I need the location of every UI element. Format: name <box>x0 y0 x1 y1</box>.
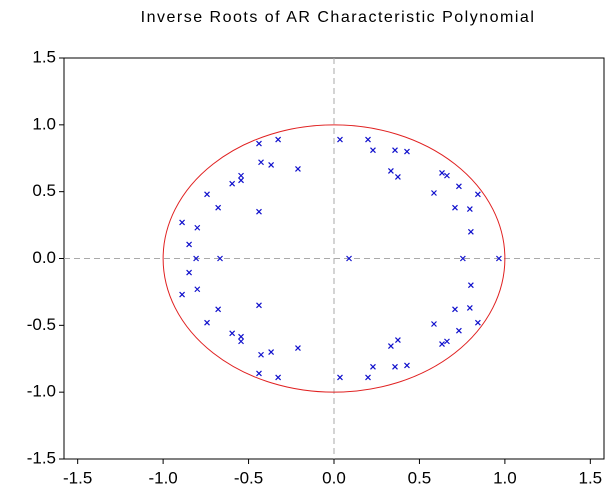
root-point <box>229 330 236 337</box>
root-point <box>258 351 264 358</box>
root-point <box>439 170 445 176</box>
root-point <box>467 282 474 289</box>
root-point <box>268 162 275 168</box>
y-tick-label: 0.0 <box>32 248 56 267</box>
x-tick-label: 1.5 <box>579 468 603 487</box>
y-tick-label: -1.0 <box>27 382 56 401</box>
chart-title: Inverse Roots of AR Characteristic Polyn… <box>141 9 536 26</box>
root-point <box>474 191 481 198</box>
root-point <box>238 338 244 345</box>
root-point <box>466 305 473 311</box>
root-point <box>466 206 473 212</box>
root-point <box>467 228 474 235</box>
root-point <box>194 286 201 293</box>
root-point <box>365 374 371 381</box>
root-point <box>238 177 244 184</box>
root-point <box>256 302 262 309</box>
root-point <box>215 204 222 211</box>
x-tick-label: 1.0 <box>493 468 517 487</box>
unit-circle <box>162 124 506 393</box>
root-point <box>370 363 376 370</box>
root-point <box>295 345 301 351</box>
root-point <box>439 341 445 347</box>
root-point <box>452 306 458 313</box>
root-point <box>495 255 502 262</box>
root-point <box>256 370 262 377</box>
y-tick-label: -0.5 <box>27 315 56 334</box>
x-tick-label: -0.5 <box>234 468 263 487</box>
root-point <box>215 306 222 313</box>
root-point <box>238 333 244 340</box>
root-point <box>275 136 282 143</box>
root-point <box>387 168 394 174</box>
root-point <box>370 147 376 154</box>
root-point <box>404 148 410 155</box>
root-point <box>238 172 244 179</box>
root-point <box>444 172 450 179</box>
root-point <box>459 255 466 262</box>
root-point <box>194 224 201 231</box>
root-point <box>337 374 343 381</box>
root-point <box>256 140 262 147</box>
root-point <box>431 190 437 196</box>
root-point <box>452 204 458 211</box>
root-point <box>179 291 186 298</box>
y-tick-label: 0.5 <box>32 181 56 200</box>
root-point <box>258 159 264 166</box>
y-tick-label: 1.5 <box>32 47 56 66</box>
root-point <box>179 219 186 226</box>
x-tick-label: 0.0 <box>322 468 346 487</box>
root-point <box>256 208 262 215</box>
x-tick-label: 0.5 <box>408 468 432 487</box>
root-point <box>346 255 352 262</box>
x-tick-label: -1.5 <box>63 468 92 487</box>
root-point <box>204 191 210 198</box>
root-point <box>229 180 236 187</box>
root-point <box>217 255 223 262</box>
root-point <box>337 136 343 143</box>
y-tick-label: -1.5 <box>27 448 56 467</box>
y-tick-label: 1.0 <box>32 114 56 133</box>
root-point <box>204 319 210 326</box>
root-point <box>394 174 401 180</box>
root-point <box>387 343 394 349</box>
root-point <box>392 147 398 154</box>
root-point <box>392 363 398 370</box>
root-point <box>394 337 401 343</box>
root-point <box>295 166 301 172</box>
root-point <box>474 319 481 326</box>
root-point <box>365 136 371 143</box>
root-point <box>268 349 275 355</box>
root-point <box>455 183 462 190</box>
x-tick-label: -1.0 <box>148 468 177 487</box>
root-point <box>431 321 437 327</box>
root-point <box>193 255 200 262</box>
root-point <box>186 269 193 276</box>
root-point <box>404 362 410 369</box>
root-point <box>444 338 450 345</box>
root-point <box>186 241 193 248</box>
root-point <box>455 327 462 334</box>
root-point <box>275 374 282 381</box>
